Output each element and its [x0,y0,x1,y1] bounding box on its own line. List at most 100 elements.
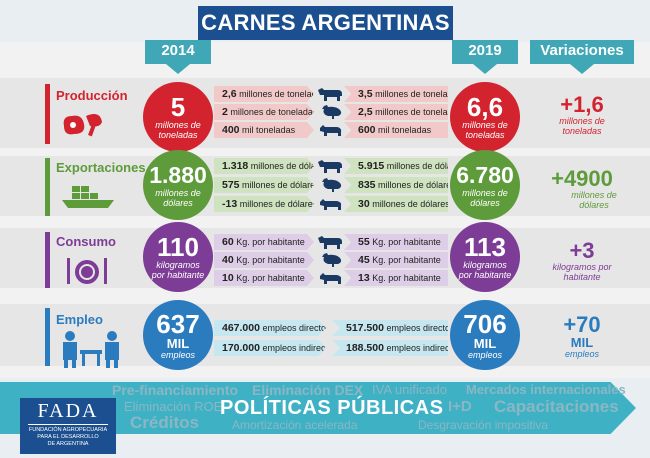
consumo-variacion: +3 kilogramos por habitante [540,238,624,283]
produccion-row3-2014: 400 mil toneladas [214,122,314,138]
empleo-2014-value: 637 [156,308,200,339]
exportaciones-row1-2019: 5.915 millones de dólares [344,158,448,174]
page-title: CARNES ARGENTINAS [198,6,453,40]
exportaciones-row2-2014: 575 millones de dólares [214,177,314,193]
consumo-2014-circle: 110 kilogramos por habitante [143,222,213,292]
produccion-row1-2014: 2,6 millones de toneladas [214,86,314,102]
pig-icon [320,125,342,136]
policy-word: I+D [448,398,472,415]
consumo-var-unit: kilogramos por habitante [552,262,612,282]
policy-word: IVA unificado [372,382,447,397]
exportaciones-2014-circle: 1.880 millones de dólares [143,150,213,220]
produccion-row2-2019: 2,5 millones de toneladas [344,104,448,120]
pig-icon [320,199,342,210]
produccion-2019-unit: millones de toneladas [462,120,508,140]
cow-icon [318,88,342,101]
produccion-2019-circle: 6,6 millones de toneladas [450,82,520,152]
consumo-label: Consumo [56,234,116,249]
exportaciones-var-unit: millones de dólares [571,190,617,210]
policy-word: Desgravación impositiva [418,418,549,432]
plate-cutlery-icon [67,258,107,284]
empleo-2019-unit: empleos [467,349,503,360]
exportaciones-row1-2014: 1.318 millones de dólares [214,158,314,174]
consumo-row3-2014: 10 Kg. por habitante [214,270,314,286]
fada-logo-name: FADA [37,400,99,422]
empleo-2019-circle: 706 MIL empleos [450,300,520,370]
exportaciones-2014-unit: millones de dólares [155,188,201,208]
policy-word: Créditos [130,413,199,432]
exportaciones-variacion: +4900 millones de dólares [540,166,624,211]
produccion-label: Producción [56,88,128,103]
exportaciones-row3-2019: 30 millones de dólares [344,196,448,212]
fada-logo-line3: DE ARGENTINA [47,441,89,447]
chicken-icon [322,105,342,119]
meat-icon [63,114,102,137]
produccion-2019-value: 6,6 [466,92,504,122]
fada-logo: FADA FUNDACIÓN AGROPECUARIA PARA EL DESA… [20,398,116,454]
exportaciones-row2-2019: 835 millones de dólares [344,177,448,193]
empleo-2019-value: 706 [463,308,507,339]
empleo-2014-circle: 637 MIL empleos [143,300,213,370]
consumo-2014-value: 110 [157,232,199,262]
consumo-2014-unit: kilogramos por habitante [151,260,205,280]
policy-word: Pre-financiamiento [112,382,239,398]
consumo-row3-2019: 13 Kg. por habitante [344,270,448,286]
consumo-2019-circle: 113 kilogramos por habitante [450,222,520,292]
produccion-2014-unit: millones de toneladas [155,120,201,140]
policy-word: Amortización acelerada [232,418,358,432]
chicken-icon [322,253,342,267]
consumo-2019-unit: kilogramos por habitante [458,260,512,280]
empleo-label: Empleo [56,312,103,327]
workers-icon [63,331,119,368]
produccion-2014-circle: 5 millones de toneladas [143,82,213,152]
consumo-row2-2019: 45 Kg. por habitante [344,252,448,268]
exportaciones-2019-value: 6.780 [456,162,514,188]
exportaciones-var-value: +4900 [551,166,613,191]
produccion-row3-2019: 600 mil toneladas [344,122,448,138]
consumo-row1-2014: 60 Kg. por habitante [214,234,314,250]
year-2019-tab: 2019 [452,40,518,74]
variaciones-tab: Variaciones [530,40,634,74]
empleo-var-mil: MIL [570,335,594,350]
empleo-variacion: +70 MIL empleos [540,312,624,360]
empleo-2014-mil: MIL [166,335,190,351]
consumo-var-value: +3 [569,238,595,263]
policy-word: Capacitaciones [494,397,619,416]
exportaciones-2014-value: 1.880 [149,162,207,188]
empleo-bar [45,308,50,366]
policy-word: Eliminación DEX [252,382,364,398]
empleo-2014-unit: empleos [160,349,196,360]
cow-icon [318,160,342,173]
produccion-var-unit: millones de toneladas [559,116,605,136]
exportaciones-row3-2014: -13 millones de dólares [214,196,314,212]
empleo-var-value: +70 [563,312,601,337]
empleo-row1-2014: 467.000 empleos directos [214,320,326,336]
year-2014-tab: 2014 [145,40,211,74]
produccion-2014-value: 5 [170,92,186,122]
empleo-row2-2019: 188.500 empleos indirectos [332,340,448,356]
empleo-row1-2019: 517.500 empleos directos [332,320,448,336]
policies-title: POLÍTICAS PÚBLICAS [220,397,444,419]
cow-icon [318,236,342,249]
fada-logo-line2: PARA EL DESARROLLO [37,434,99,440]
consumo-row1-2019: 55 Kg. por habitante [344,234,448,250]
policy-word: Eliminación ROE [124,399,223,414]
empleo-var-unit: empleos [564,349,600,359]
produccion-row2-2014: 2 millones de toneladas [214,104,314,120]
exportaciones-label: Exportaciones [56,160,146,175]
exportaciones-2019-circle: 6.780 millones de dólares [450,150,520,220]
fada-logo-line1: FUNDACIÓN AGROPECUARIA [28,427,108,433]
chicken-icon [322,178,342,192]
consumo-bar [45,232,50,288]
empleo-row2-2014: 170.000 empleos indirectos [214,340,326,356]
ship-icon [62,186,114,208]
exportaciones-bar [45,158,50,216]
produccion-bar [45,84,50,144]
empleo-2019-mil: MIL [473,335,497,351]
consumo-2019-value: 113 [464,232,506,262]
consumo-row2-2014: 40 Kg. por habitante [214,252,314,268]
produccion-var-value: +1,6 [560,92,604,117]
produccion-row1-2019: 3,5 millones de toneladas [344,86,448,102]
produccion-variacion: +1,6 millones de toneladas [540,92,624,137]
exportaciones-2019-unit: millones de dólares [462,188,508,208]
